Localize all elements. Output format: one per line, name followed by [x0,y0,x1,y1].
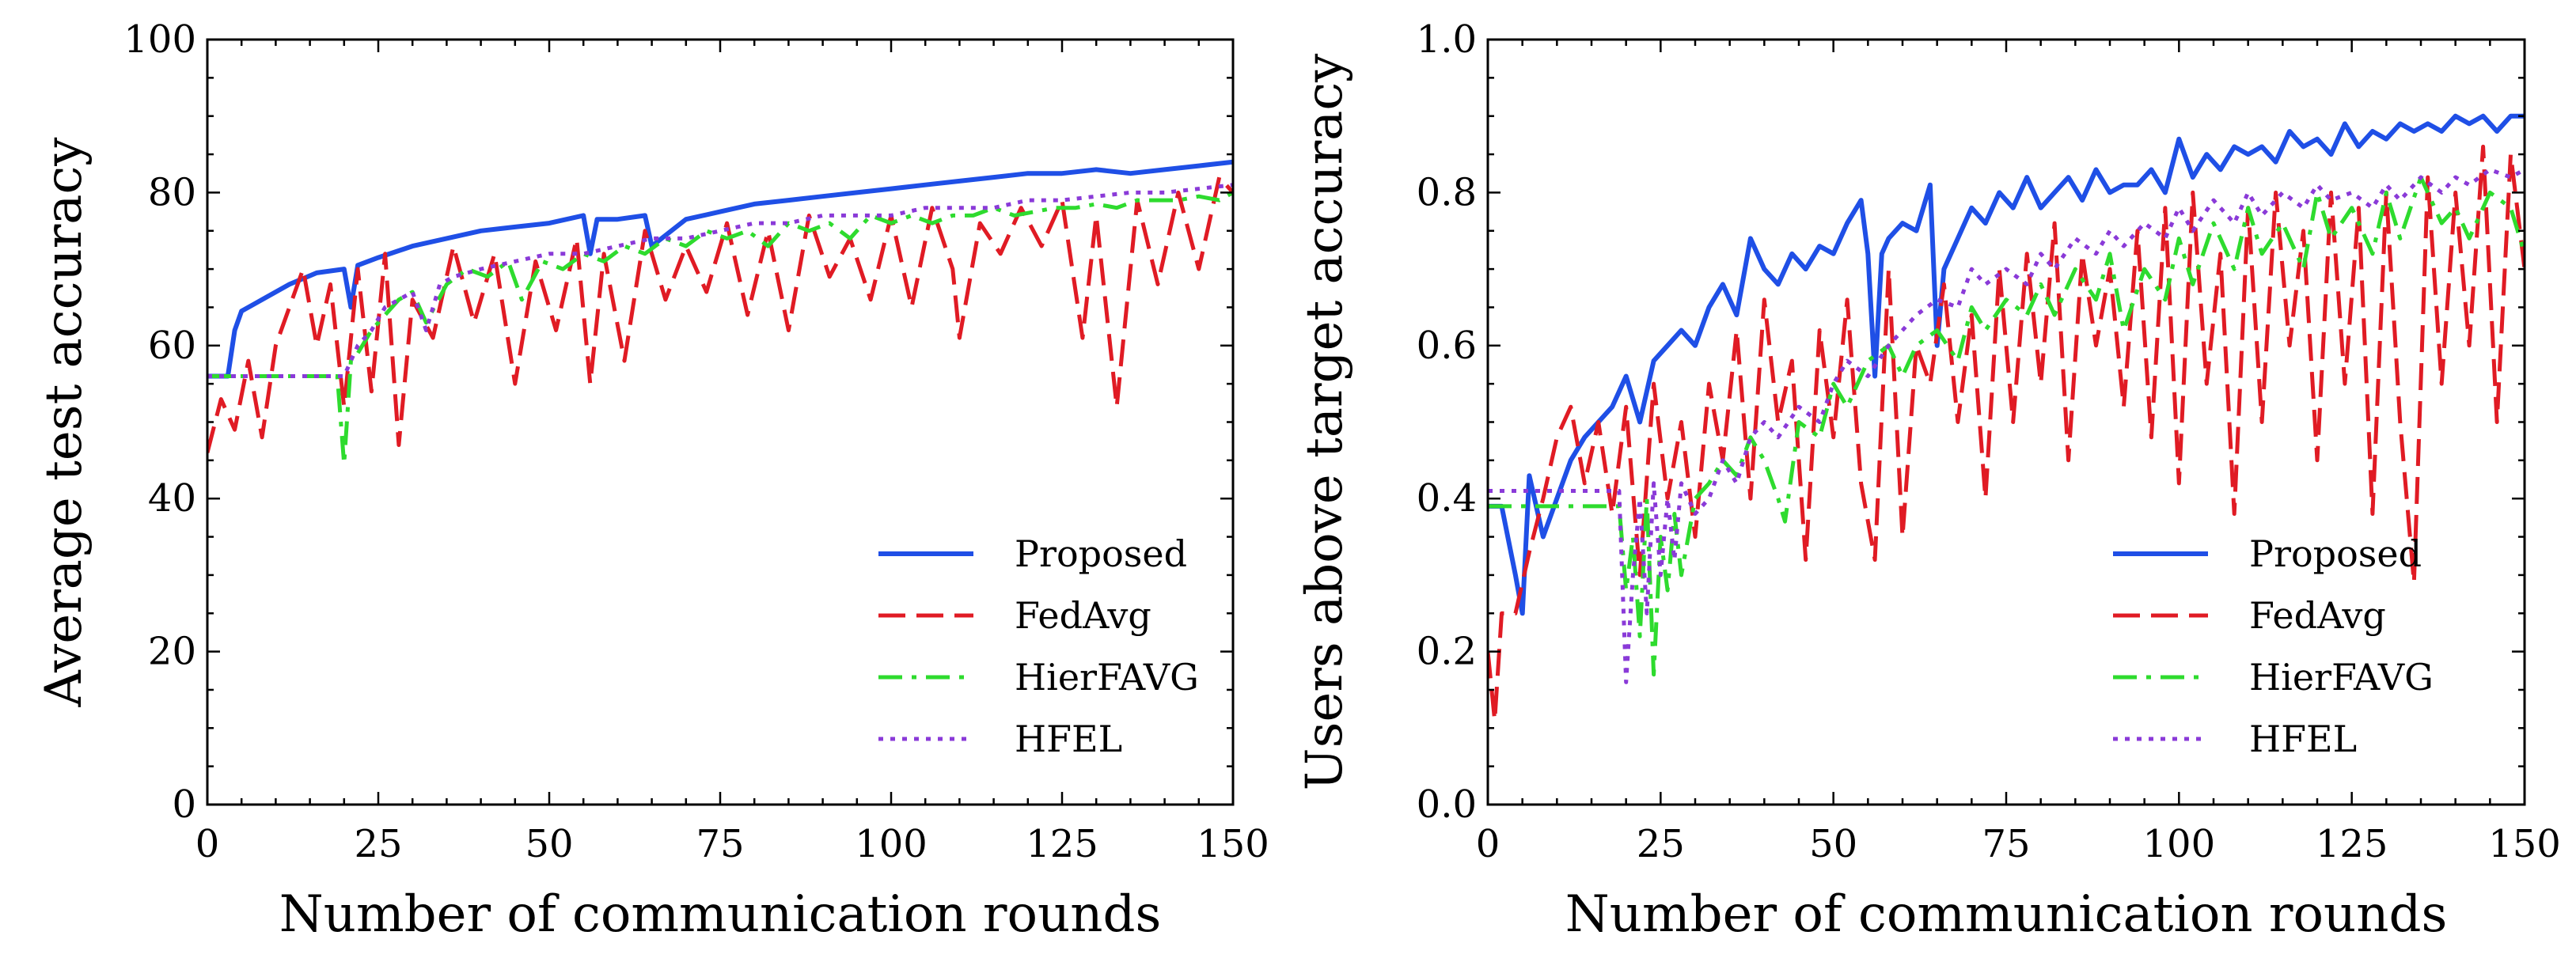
users-panel: 0 25 50 75 100 125 150 0.0 0.2 0.4 0.6 0.8 1.0 Number… [1296,17,2561,944]
y-tick-label: 0 [172,782,196,827]
y-tick-label: 0.4 [1417,476,1477,521]
y-tick-label: 40 [148,476,196,521]
legend-label-hierfavg: HierFAVG [1015,656,1199,699]
x-tick-label: 25 [1637,822,1685,866]
y-axis-label: Users above target accuracy [1296,54,1354,791]
y-tick-label: 100 [123,17,196,62]
y-tick-label: 60 [148,324,196,368]
series-group [207,159,1233,467]
series-line-proposed [1488,113,2525,616]
y-tick-label: 1.0 [1417,17,1477,62]
x-tick-label: 75 [696,822,744,866]
x-tick-label: 125 [2316,822,2388,866]
x-tick-label: 50 [525,822,573,866]
series-line-fedavg [1488,144,2525,723]
legend-label-hfel: HFEL [1015,718,1122,760]
legend-label-proposed: Proposed [1015,532,1187,575]
series-line-hfel [1488,167,2525,684]
x-tick-label: 25 [354,822,402,866]
x-axis-label: Number of communication rounds [279,885,1162,944]
x-tick-label: 100 [2143,822,2216,866]
legend: Proposed FedAvg HierFAVG HFEL [878,532,1199,760]
x-tick-label: 100 [855,822,928,866]
x-tick-label: 75 [1982,822,2030,866]
series-group [1488,113,2525,723]
y-tick-label: 80 [148,170,196,214]
legend-label-fedavg: FedAvg [2249,594,2386,637]
y-tick-label: 0.2 [1417,630,1477,674]
x-tick-label: 150 [2488,822,2561,866]
x-axis-label: Number of communication rounds [1565,885,2448,944]
x-tick-label: 50 [1809,822,1857,866]
y-tick-label: 0.8 [1417,170,1477,214]
legend: Proposed FedAvg HierFAVG HFEL [2113,532,2434,760]
series-line-hierfavg [207,191,1233,467]
series-line-hierfavg [1488,175,2525,677]
legend-label-hierfavg: HierFAVG [2249,656,2434,699]
y-tick-label: 0.6 [1417,324,1477,368]
legend-label-hfel: HFEL [2249,718,2357,760]
x-tick-label: 0 [195,822,220,866]
y-tick-label: 0.0 [1417,782,1477,827]
x-tick-label: 125 [1026,822,1098,866]
x-tick-label: 0 [1476,822,1500,866]
series-line-hfel [207,183,1233,378]
y-axis-label: Average test accuracy [35,138,93,708]
legend-label-fedavg: FedAvg [1015,594,1151,637]
y-tick-label: 20 [148,630,196,674]
series-line-fedavg [207,175,1233,453]
x-tick-label: 150 [1197,822,1269,866]
legend-label-proposed: Proposed [2249,532,2422,575]
series-line-proposed [207,159,1233,379]
accuracy-panel: 0 25 50 75 100 125 150 0 20 40 60 80 100 Number of co… [35,17,1269,944]
